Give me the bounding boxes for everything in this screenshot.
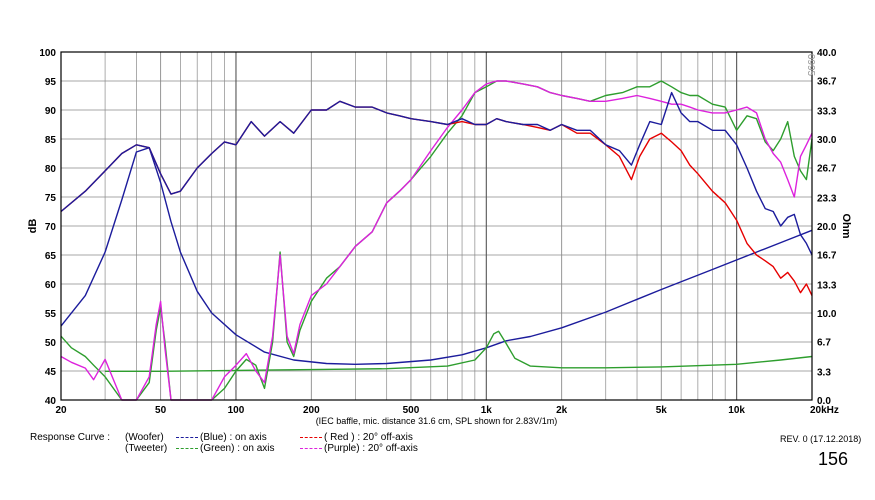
y-tick-label-right: 20.0 [817, 222, 837, 233]
x-tick-label: 50 [155, 405, 167, 416]
y-tick-label-right: 33.3 [817, 106, 837, 117]
revision-label: REV. 0 (17.12.2018) [780, 434, 862, 444]
legend-text-blue: (Blue) : on axis [200, 432, 267, 443]
y-tick-label-left: 65 [45, 251, 57, 262]
legend-swatch-red [300, 436, 322, 438]
series-line-woofer-impedance [60, 146, 813, 365]
x-tick-label: 20 [55, 405, 67, 416]
x-tick-label: 10k [728, 405, 745, 416]
x-tick-label: 1k [481, 405, 493, 416]
chart-curves [60, 80, 813, 401]
y-tick-label-right: 6.7 [817, 338, 831, 349]
y-axis-label-left: dB [27, 219, 39, 234]
y-tick-label-right: 16.7 [817, 251, 837, 262]
y-tick-label-left: 70 [45, 222, 57, 233]
x-tick-label: 2k [556, 405, 568, 416]
y-tick-label-right: 3.3 [817, 367, 831, 378]
y-tick-label-left: 45 [45, 367, 57, 378]
legend-item-red: ( Red ) : 20° off-axis [298, 432, 413, 443]
legend-item-purple: (Purple) : 20° off-axis [298, 443, 418, 454]
legend-text-purple: (Purple) : 20° off-axis [324, 443, 418, 454]
y-tick-label-left: 80 [45, 164, 57, 175]
legend-tweeter-label: (Tweeter) [125, 443, 168, 454]
y-axis-label-right: Ohm [840, 213, 852, 238]
legend-item-blue: (Blue) : on axis [174, 432, 267, 443]
x-axis-caption: (IEC baffle, mic. distance 31.6 cm, SPL … [316, 416, 558, 426]
x-tick-label: 5k [656, 405, 668, 416]
y-tick-label-right: 26.7 [817, 164, 837, 175]
y-tick-label-right: 0.0 [817, 396, 831, 407]
y-tick-label-left: 40 [45, 396, 57, 407]
watermark-text: 0995 [805, 54, 816, 77]
y-tick-label-left: 75 [45, 193, 57, 204]
y-tick-label-left: 85 [45, 135, 57, 146]
y-tick-label-right: 10.0 [817, 309, 837, 320]
legend-text-green: (Green) : on axis [200, 443, 275, 454]
y-tick-label-left: 50 [45, 338, 57, 349]
series-line-tweeter-impedance [105, 330, 813, 372]
x-tick-label: 200 [303, 405, 320, 416]
frequency-response-chart: 40 45 50 55 60 65 70 75 80 85 90 95 100 0.0 3.3 6.7 10.0… [27, 48, 852, 426]
y-tick-label-right: 30.0 [817, 135, 837, 146]
plot-frame [60, 51, 813, 401]
y-tick-label-right: 23.3 [817, 193, 837, 204]
x-tick-label: 20kHz [810, 405, 839, 416]
page-number: 156 [818, 449, 849, 469]
y-tick-label-left: 60 [45, 280, 57, 291]
legend-item-green: (Green) : on axis [174, 443, 274, 454]
legend-swatch-blue [176, 436, 198, 438]
y-tick-label-left: 55 [45, 309, 57, 320]
series-line-blue [60, 91, 813, 256]
x-tick-label: 100 [228, 405, 245, 416]
y-tick-label-right: 13.3 [817, 280, 837, 291]
legend-swatch-green [176, 447, 198, 449]
x-tick-label: 500 [403, 405, 420, 416]
y-tick-label-left: 90 [45, 106, 57, 117]
legend-text-red: ( Red ) : 20° off-axis [324, 432, 413, 443]
legend-swatch-purple [300, 447, 322, 449]
y-tick-label-left: 95 [45, 77, 57, 88]
y-tick-label-right: 40.0 [817, 48, 837, 59]
axis-labels: 40 45 50 55 60 65 70 75 80 85 90 95 100 0.0 3.3 6.7 10.0… [27, 48, 852, 426]
legend-title: Response Curve : [30, 432, 111, 443]
chart-grid [60, 51, 813, 401]
y-tick-label-left: 100 [39, 48, 56, 59]
legend-woofer-label: (Woofer) [125, 432, 164, 443]
y-tick-label-right: 36.7 [817, 77, 837, 88]
